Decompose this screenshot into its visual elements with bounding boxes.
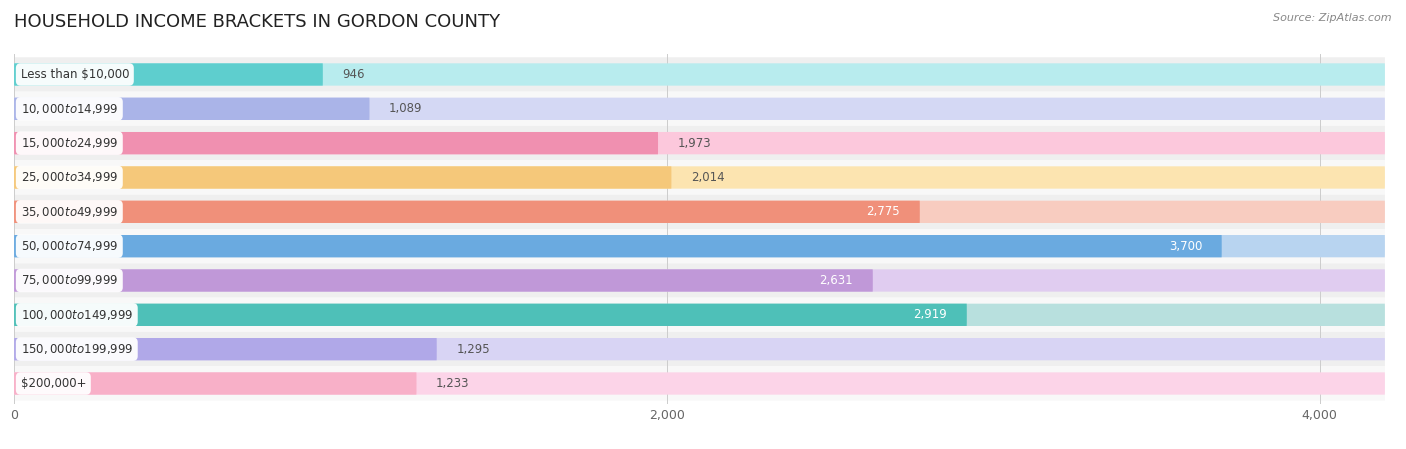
FancyBboxPatch shape — [14, 332, 1385, 366]
Text: 2,775: 2,775 — [866, 205, 900, 218]
FancyBboxPatch shape — [14, 235, 1222, 257]
FancyBboxPatch shape — [14, 166, 1385, 189]
FancyBboxPatch shape — [14, 132, 658, 154]
FancyBboxPatch shape — [14, 57, 1385, 92]
FancyBboxPatch shape — [14, 269, 873, 292]
FancyBboxPatch shape — [14, 298, 1385, 332]
FancyBboxPatch shape — [14, 235, 1385, 257]
FancyBboxPatch shape — [14, 304, 1385, 326]
Text: HOUSEHOLD INCOME BRACKETS IN GORDON COUNTY: HOUSEHOLD INCOME BRACKETS IN GORDON COUN… — [14, 13, 501, 31]
Text: $35,000 to $49,999: $35,000 to $49,999 — [21, 205, 118, 219]
Text: Source: ZipAtlas.com: Source: ZipAtlas.com — [1274, 13, 1392, 23]
FancyBboxPatch shape — [14, 92, 1385, 126]
FancyBboxPatch shape — [14, 97, 370, 120]
FancyBboxPatch shape — [14, 201, 1385, 223]
FancyBboxPatch shape — [14, 269, 1385, 292]
FancyBboxPatch shape — [14, 372, 416, 395]
Text: 946: 946 — [343, 68, 366, 81]
FancyBboxPatch shape — [14, 372, 1385, 395]
Text: 1,973: 1,973 — [678, 136, 711, 150]
Text: 2,014: 2,014 — [690, 171, 724, 184]
FancyBboxPatch shape — [14, 126, 1385, 160]
FancyBboxPatch shape — [14, 338, 1385, 360]
FancyBboxPatch shape — [14, 263, 1385, 298]
FancyBboxPatch shape — [14, 304, 967, 326]
Text: Less than $10,000: Less than $10,000 — [21, 68, 129, 81]
FancyBboxPatch shape — [14, 166, 672, 189]
Text: 1,089: 1,089 — [389, 102, 423, 115]
FancyBboxPatch shape — [14, 338, 437, 360]
FancyBboxPatch shape — [14, 132, 1385, 154]
FancyBboxPatch shape — [14, 366, 1385, 401]
Text: $150,000 to $199,999: $150,000 to $199,999 — [21, 342, 134, 356]
Text: $10,000 to $14,999: $10,000 to $14,999 — [21, 102, 118, 116]
Text: $100,000 to $149,999: $100,000 to $149,999 — [21, 308, 134, 322]
Text: 1,233: 1,233 — [436, 377, 470, 390]
FancyBboxPatch shape — [14, 201, 920, 223]
Text: $200,000+: $200,000+ — [21, 377, 86, 390]
Text: $75,000 to $99,999: $75,000 to $99,999 — [21, 273, 118, 287]
Text: $15,000 to $24,999: $15,000 to $24,999 — [21, 136, 118, 150]
FancyBboxPatch shape — [14, 229, 1385, 263]
Text: $25,000 to $34,999: $25,000 to $34,999 — [21, 171, 118, 185]
Text: 3,700: 3,700 — [1168, 240, 1202, 253]
FancyBboxPatch shape — [14, 160, 1385, 195]
FancyBboxPatch shape — [14, 97, 1385, 120]
Text: 2,631: 2,631 — [820, 274, 853, 287]
Text: 1,295: 1,295 — [457, 343, 489, 356]
Text: $50,000 to $74,999: $50,000 to $74,999 — [21, 239, 118, 253]
FancyBboxPatch shape — [14, 195, 1385, 229]
FancyBboxPatch shape — [14, 63, 323, 86]
Text: 2,919: 2,919 — [914, 308, 948, 321]
FancyBboxPatch shape — [14, 63, 1385, 86]
